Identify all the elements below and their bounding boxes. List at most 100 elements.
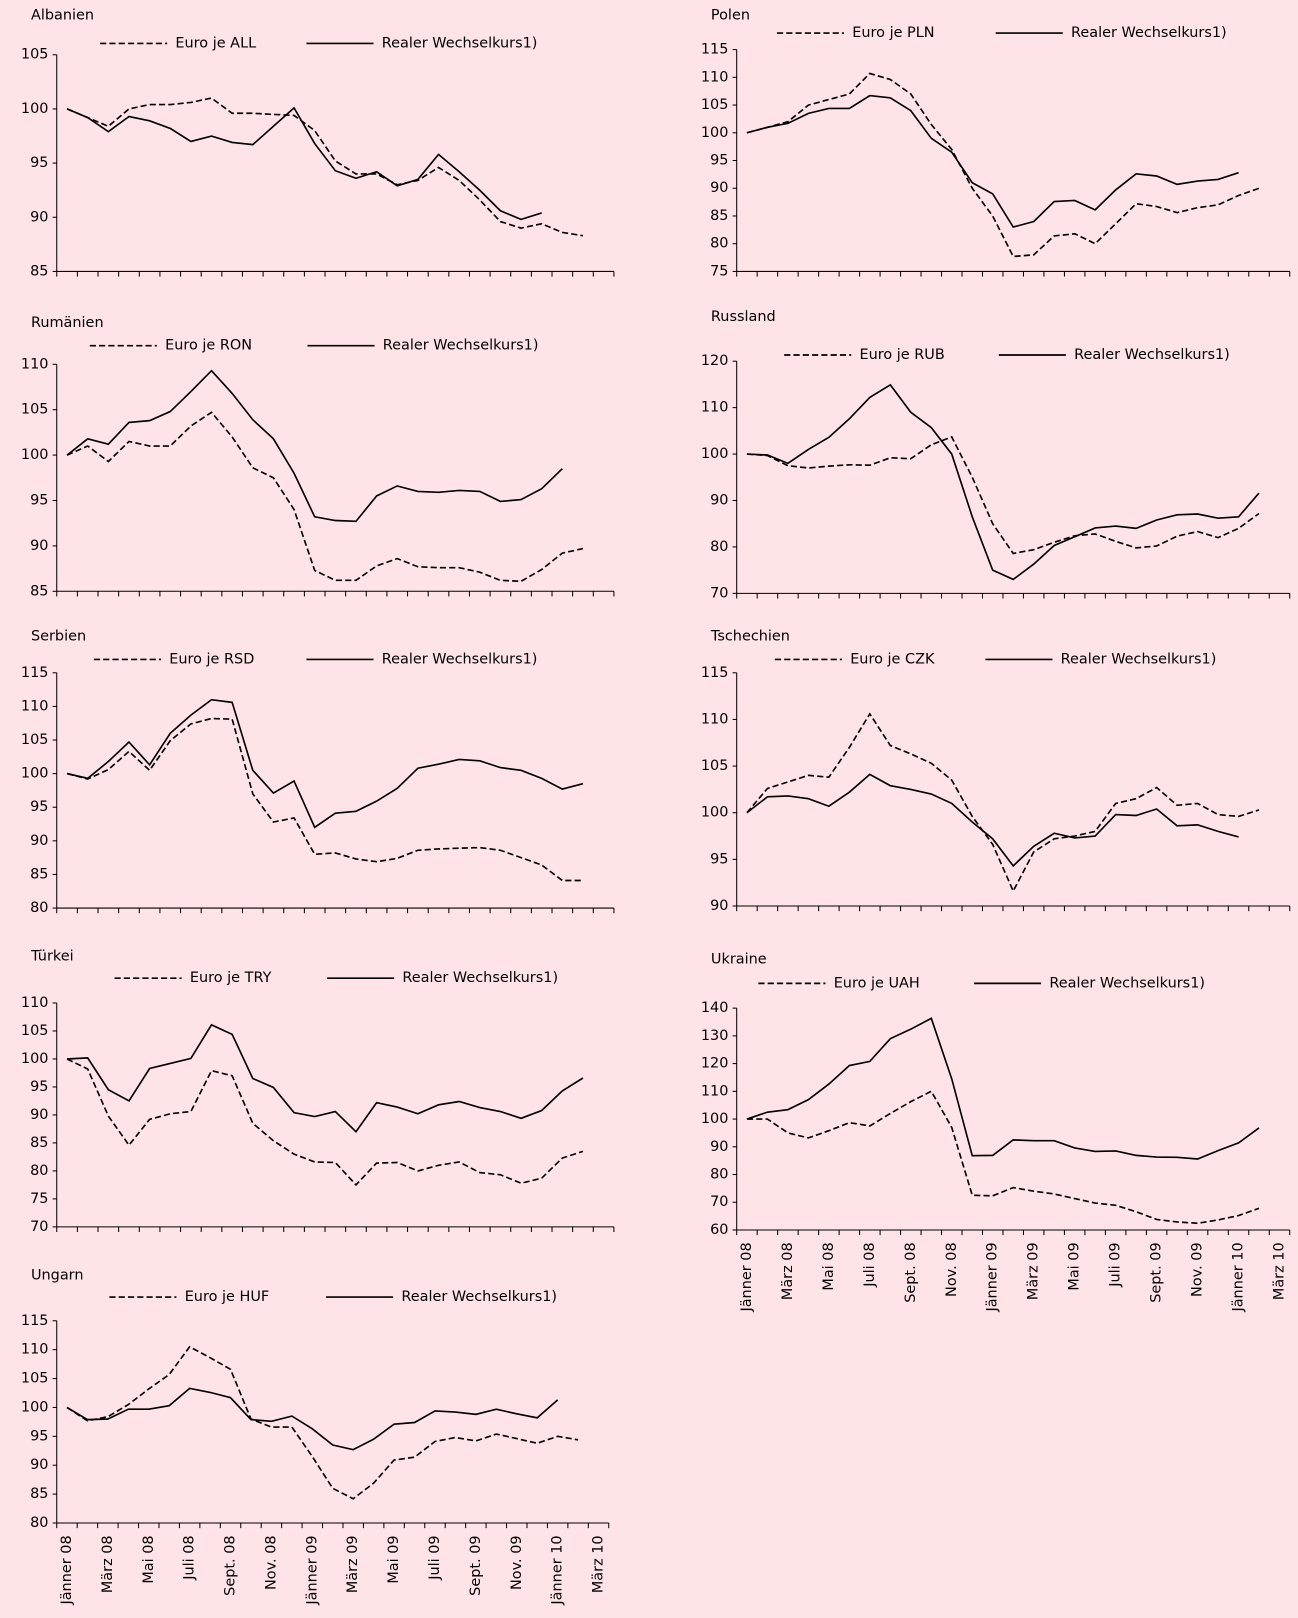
y-tick-label: 110: [701, 400, 729, 416]
legend-label: Realer Wechselkurs1): [1071, 25, 1227, 41]
x-tick-label: Sept. 08: [903, 1242, 919, 1302]
x-tick-label: Nov. 09: [509, 1535, 525, 1590]
x-tick-label: März 10: [591, 1535, 607, 1593]
x-tick-label: Nov. 08: [263, 1535, 279, 1590]
y-tick-label: 110: [701, 69, 729, 85]
y-tick-label: 100: [701, 125, 729, 141]
y-tick-label: 100: [21, 1399, 49, 1415]
y-tick-label: 115: [21, 665, 49, 681]
y-tick-label: 110: [701, 1083, 729, 1099]
series-line: [66, 1345, 579, 1500]
y-tick-label: 70: [710, 585, 728, 601]
series-line: [746, 1017, 1260, 1160]
y-tick-label: 90: [30, 1457, 48, 1473]
x-tick-label: Mai 09: [386, 1535, 402, 1583]
series-line: [66, 106, 542, 221]
series-line: [66, 369, 563, 523]
x-tick-label: Sept. 08: [223, 1535, 239, 1595]
series-line: [746, 1090, 1260, 1225]
x-tick-label: März 10: [1272, 1242, 1288, 1300]
series-line: [66, 698, 584, 829]
legend-label: Euro je UAH: [834, 975, 920, 991]
legend-label: Realer Wechselkurs1): [382, 651, 538, 667]
y-tick-label: 115: [701, 665, 729, 681]
y-tick-label: 85: [30, 1486, 48, 1502]
x-tick-label: Jänner 09: [985, 1242, 1001, 1312]
legend-label: Realer Wechselkurs1): [1061, 651, 1217, 667]
y-tick-label: 95: [710, 153, 728, 169]
x-tick-label: Mai 08: [821, 1242, 837, 1290]
legend-label: Realer Wechselkurs1): [1049, 975, 1205, 991]
chart-title: Russland: [711, 309, 776, 325]
x-tick-label: Sept. 09: [1149, 1242, 1165, 1302]
y-tick-label: 130: [701, 1028, 729, 1044]
series-line: [746, 773, 1239, 868]
y-tick-label: 100: [701, 446, 729, 462]
x-tick-label: Jänner 08: [59, 1535, 75, 1605]
y-tick-label: 105: [21, 1371, 49, 1387]
chart-title: Albanien: [31, 8, 94, 24]
x-tick-label: Juli 08: [862, 1242, 878, 1287]
x-tick-label: Mai 09: [1067, 1242, 1083, 1290]
series-line: [746, 94, 1239, 229]
series-line: [66, 717, 583, 882]
x-tick-label: März 09: [345, 1535, 361, 1593]
y-tick-label: 115: [21, 1313, 49, 1329]
series-line: [66, 411, 584, 583]
y-tick-label: 90: [30, 538, 48, 554]
series-line: [66, 97, 584, 237]
y-tick-label: 80: [710, 1167, 728, 1183]
y-tick-label: 120: [701, 353, 729, 369]
y-tick-label: 95: [30, 155, 48, 171]
y-tick-label: 105: [701, 97, 729, 113]
y-tick-label: 80: [710, 236, 728, 252]
chart-title: Ukraine: [711, 952, 767, 968]
chart-title: Serbien: [31, 629, 86, 645]
y-tick-label: 110: [21, 698, 49, 714]
y-tick-label: 95: [710, 851, 728, 867]
y-tick-label: 85: [30, 1135, 48, 1151]
y-tick-label: 140: [701, 1000, 729, 1016]
y-tick-label: 80: [30, 1515, 48, 1531]
x-tick-label: März 08: [780, 1242, 796, 1300]
y-tick-label: 90: [30, 209, 48, 225]
y-tick-label: 90: [710, 898, 728, 914]
y-tick-label: 100: [21, 766, 49, 782]
series-line: [67, 1023, 584, 1134]
y-tick-label: 100: [21, 447, 49, 463]
y-tick-label: 80: [30, 1163, 48, 1179]
y-tick-label: 105: [21, 1023, 49, 1039]
y-tick-label: 70: [30, 1219, 48, 1235]
series-line: [746, 435, 1260, 555]
legend-label: Euro je HUF: [185, 1289, 270, 1305]
y-tick-label: 115: [701, 42, 729, 58]
x-tick-label: Jänner 10: [1231, 1242, 1247, 1312]
legend-label: Euro je RON: [165, 338, 252, 354]
y-tick-label: 80: [30, 900, 48, 916]
legend-label: Euro je CZK: [850, 651, 935, 667]
y-tick-label: 120: [701, 1056, 729, 1072]
x-tick-label: Jänner 08: [739, 1242, 755, 1312]
x-tick-label: Juli 09: [427, 1535, 443, 1580]
x-tick-label: Jänner 09: [304, 1535, 320, 1605]
y-tick-label: 95: [30, 1428, 48, 1444]
y-tick-label: 90: [30, 1107, 48, 1123]
y-tick-label: 105: [21, 402, 49, 418]
legend-label: Realer Wechselkurs1): [402, 970, 558, 986]
y-tick-label: 85: [30, 866, 48, 882]
y-tick-label: 105: [701, 758, 729, 774]
series-line: [66, 1387, 559, 1451]
y-tick-label: 90: [710, 1139, 728, 1155]
chart-title: Polen: [711, 8, 750, 24]
x-tick-label: Mai 08: [141, 1535, 157, 1583]
y-tick-label: 100: [21, 1051, 49, 1067]
y-tick-label: 75: [30, 1191, 48, 1207]
legend-label: Euro je PLN: [852, 25, 934, 41]
x-tick-label: Juli 09: [1108, 1242, 1124, 1287]
x-tick-label: Sept. 09: [468, 1535, 484, 1595]
series-line: [746, 383, 1260, 581]
chart-title: Ungarn: [31, 1267, 84, 1283]
y-tick-label: 95: [30, 1079, 48, 1095]
y-tick-label: 75: [710, 263, 728, 279]
